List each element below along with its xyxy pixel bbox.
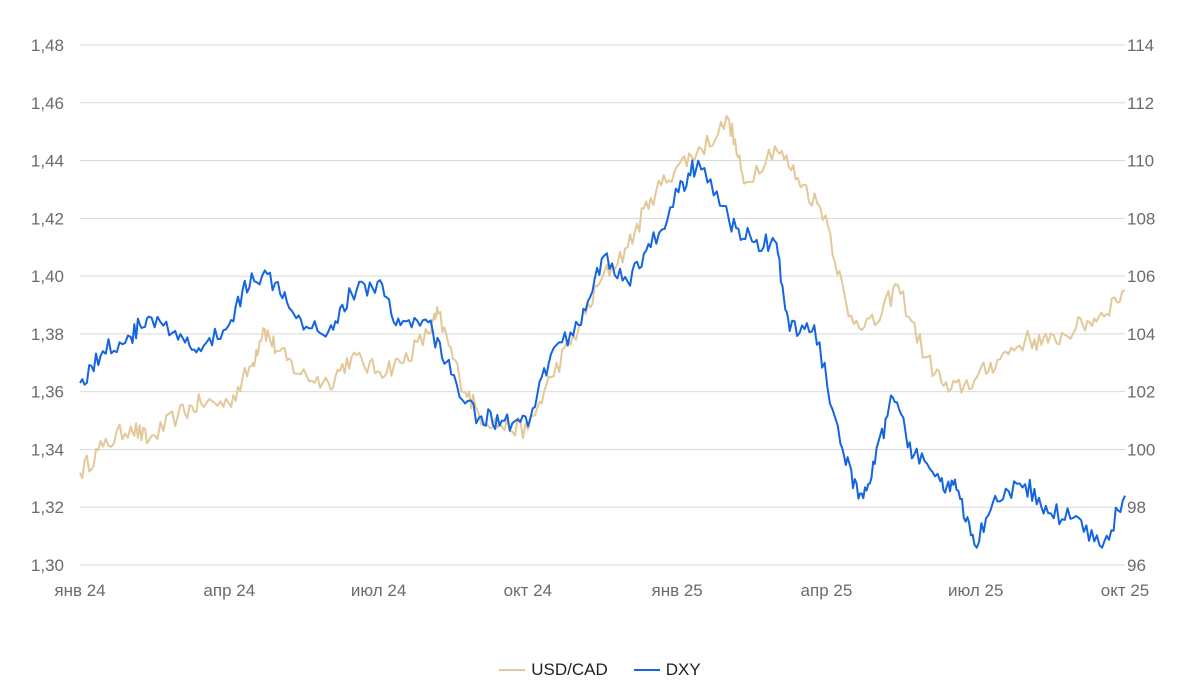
series-lines [79,114,1126,549]
y-left-tick-label: 1,34 [31,440,64,459]
series-line-dxy [79,159,1126,549]
y-right-tick-label: 114 [1127,36,1154,55]
y-right-tick-label: 98 [1127,498,1146,517]
y-left-tick-label: 1,32 [31,498,64,517]
legend-swatch-dxy [633,669,660,671]
x-tick-label: окт 25 [1101,581,1150,600]
right-axis-ticks: 96 98 100 102 104 106 108 110 112 114 [1127,36,1155,575]
series-line-usdcad [79,114,1126,480]
legend-swatch-usdcad [499,669,526,671]
y-left-tick-label: 1,38 [31,325,64,344]
legend-item-dxy: DXY [633,660,701,680]
x-tick-label: июл 25 [948,581,1003,600]
legend-label-usdcad: USD/CAD [531,660,608,679]
x-axis-ticks: янв 24 апр 24 июл 24 окт 24 янв 25 апр 25 июл … [54,581,1149,600]
y-right-tick-label: 110 [1127,152,1154,171]
y-left-tick-label: 1,48 [31,36,64,55]
y-left-tick-label: 1,44 [31,152,64,171]
y-right-tick-label: 104 [1127,325,1155,344]
legend: USD/CAD DXY [0,660,1200,680]
x-tick-label: июл 24 [351,581,406,600]
y-left-tick-label: 1,30 [31,556,64,575]
x-tick-label: янв 24 [54,581,105,600]
x-tick-label: апр 24 [203,581,255,600]
y-left-tick-label: 1,36 [31,383,64,402]
y-right-tick-label: 112 [1127,94,1154,113]
y-left-tick-label: 1,42 [31,209,64,228]
y-right-tick-label: 100 [1127,440,1155,459]
legend-label-dxy: DXY [665,660,701,679]
y-left-tick-label: 1,40 [31,267,64,286]
legend-item-usdcad: USD/CAD [499,660,608,680]
y-right-tick-label: 96 [1127,556,1146,575]
left-axis-ticks: 1,30 1,32 1,34 1,36 1,38 1,40 1,42 1,44 1,46 1,48 [31,36,64,575]
y-right-tick-label: 102 [1127,383,1155,402]
y-left-tick-label: 1,46 [31,94,64,113]
y-right-tick-label: 106 [1127,267,1155,286]
x-tick-label: апр 25 [801,581,853,600]
x-tick-label: окт 24 [504,581,553,600]
x-tick-label: янв 25 [652,581,703,600]
y-right-tick-label: 108 [1127,209,1155,228]
